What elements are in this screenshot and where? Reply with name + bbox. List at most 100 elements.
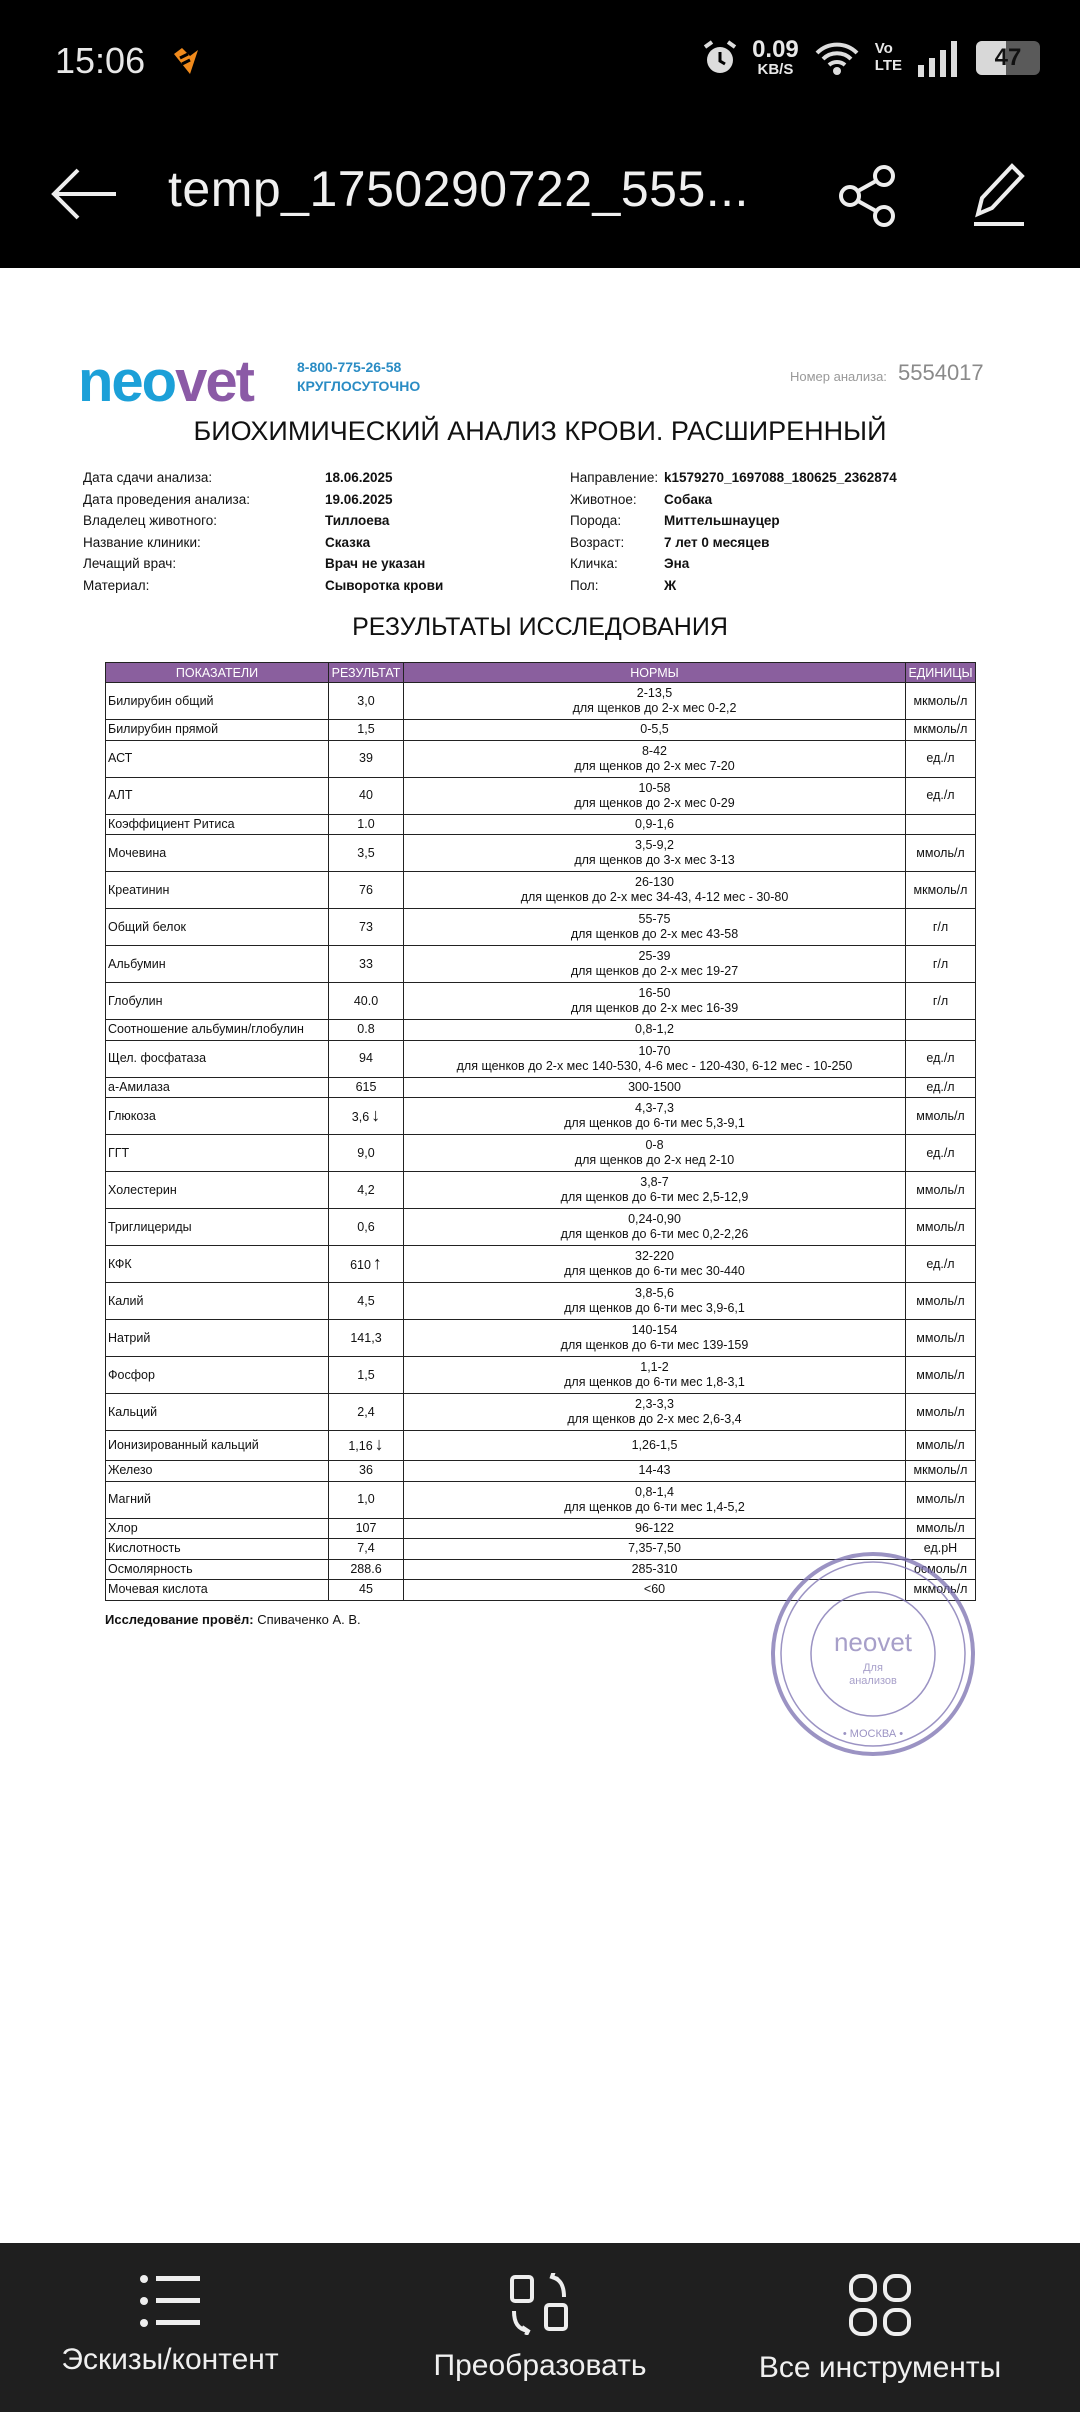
list-icon	[140, 2275, 200, 2327]
unit-cell: ммоль/л	[905, 1430, 976, 1461]
norm-value: 3,8-7	[640, 1175, 669, 1189]
result-cell: 94	[328, 1039, 404, 1078]
parameter-name: АЛТ	[105, 776, 329, 815]
result-value: 141,3	[350, 1330, 382, 1345]
battery-indicator: 47	[976, 40, 1040, 75]
norm-puppy: для щенков до 3-х мес 3-13	[574, 853, 735, 867]
info-value: Миттельшнауцер	[664, 513, 780, 528]
result-cell: 40	[328, 776, 404, 815]
result-value: 1,16	[348, 1439, 373, 1453]
info-value: Эна	[664, 556, 690, 571]
result-cell: 1,0	[328, 1480, 404, 1519]
back-arrow-icon[interactable]	[50, 166, 118, 222]
norm-cell: 3,8-5,6 для щенков до 6-ти мес 3,9-6,1	[403, 1282, 906, 1320]
result-value: 40.0	[353, 993, 379, 1008]
edit-pencil-icon[interactable]	[968, 160, 1028, 228]
result-cell: 1,5	[328, 1356, 404, 1394]
parameter-name: Осмолярность	[105, 1558, 329, 1580]
norm-cell: 0,8-1,2	[403, 1019, 906, 1041]
result-value: 2,4	[357, 1404, 375, 1419]
clinic-stamp: neovet Для анализов • МОСКВА •	[771, 1552, 975, 1756]
parameter-name: Кислотность	[105, 1538, 329, 1560]
all-tools-button[interactable]: Все инструменты	[740, 2243, 1020, 2412]
unit-cell: ед.pH	[905, 1538, 976, 1560]
norm-cell: 10-58 для щенков до 2-х мес 0-29	[403, 776, 906, 815]
info-label: Порода:	[570, 513, 622, 528]
norm-value: 16-50	[638, 986, 671, 1000]
info-value: 19.06.2025	[325, 492, 393, 507]
table-row: ГГТ 9,0 0-8 для щенков до 2-х нед 2-10 ед./л	[105, 1134, 976, 1172]
info-label: Лечащий врач:	[83, 556, 177, 571]
norm-cell: 14-43	[403, 1460, 906, 1482]
info-value: 18.06.2025	[325, 470, 393, 485]
result-cell: 9,0	[328, 1134, 404, 1172]
grid-icon	[849, 2274, 911, 2336]
result-cell: 0.8	[328, 1019, 404, 1041]
svg-text:Для: Для	[863, 1662, 883, 1674]
norm-cell: 32-220 для щенков до 6-ти мес 30-440	[403, 1245, 906, 1283]
conducted-by: Исследование провёл: Спиваченко А. В.	[105, 1612, 361, 1627]
unit-cell: мкмоль/л	[905, 719, 976, 741]
conducted-label: Исследование провёл:	[105, 1612, 254, 1627]
result-value: 1,0	[357, 1492, 375, 1506]
result-cell: 1.0	[328, 813, 404, 835]
result-cell: 45	[328, 1579, 404, 1601]
info-value: 7 лет 0 месяцев	[664, 535, 770, 550]
result-cell: 3,6 ↓	[328, 1097, 404, 1135]
table-row: Натрий 141,3 140-154 для щенков до 6-ти мес…	[105, 1319, 976, 1357]
result-value: 76	[359, 882, 373, 897]
unit-cell: г/л	[905, 982, 976, 1020]
info-value: k1579270_1697088_180625_2362874	[664, 470, 897, 485]
table-row: Мочевина 3,5 3,5-9,2 для щенков до 3-х мес …	[105, 834, 976, 872]
share-icon[interactable]	[836, 164, 900, 228]
norm-puppy: для щенков до 6-ти мес 2,5-12,9	[560, 1190, 749, 1204]
signal-icon	[918, 40, 957, 77]
norm-puppy: для щенков до 6-ти мес 1,8-3,1	[564, 1375, 745, 1389]
result-cell: 288.6	[328, 1558, 404, 1580]
result-cell: 39	[328, 739, 404, 778]
result-cell: 76	[328, 871, 404, 909]
info-value: Врач не указан	[325, 556, 426, 571]
norm-puppy: для щенков до 2-х мес 16-39	[570, 1001, 739, 1015]
norm-value: 3,5-9,2	[635, 838, 674, 852]
result-cell: 2,4	[328, 1393, 404, 1431]
convert-button[interactable]: Преобразовать	[425, 2243, 655, 2412]
parameter-name: АСТ	[105, 739, 329, 778]
table-row: АЛТ 40 10-58 для щенков до 2-х мес 0-29 ед./…	[105, 776, 976, 815]
result-value: 1,5	[357, 722, 375, 737]
norm-cell: 0,8-1,4 для щенков до 6-ти мес 1,4-5,2	[403, 1480, 906, 1519]
unit-cell: мкмоль/л	[905, 871, 976, 909]
info-label: Направление:	[570, 470, 659, 485]
norm-cell: 1,1-2 для щенков до 6-ти мес 1,8-3,1	[403, 1356, 906, 1394]
norm-value: 140-154	[631, 1323, 678, 1337]
unit-cell: ед./л	[905, 1076, 976, 1098]
info-label: Название клиники:	[83, 535, 201, 550]
unit-cell: ед./л	[905, 1134, 976, 1172]
document-page: neovet 8-800-775-26-58 КРУГЛОСУТОЧНО Номе…	[0, 268, 1080, 2243]
table-row: Калий 4,5 3,8-5,6 для щенков до 6-ти мес 3,…	[105, 1282, 976, 1320]
result-value: 288.6	[350, 1561, 382, 1576]
norm-value: 2,3-3,3	[635, 1397, 674, 1411]
table-row: Щел. фосфатаза 94 10-70 для щенков до 2-х м…	[105, 1039, 976, 1078]
norm-value: 285-310	[631, 1561, 678, 1576]
result-cell: 1,5	[328, 719, 404, 741]
parameter-name: Триглицериды	[105, 1208, 329, 1246]
column-header: ПОКАЗАТЕЛИ	[105, 662, 329, 683]
table-row: Холестерин 4,2 3,8-7 для щенков до 6-ти мес…	[105, 1171, 976, 1209]
norm-value: 7,35-7,50	[628, 1541, 681, 1556]
norm-cell: 8-42 для щенков до 2-х мес 7-20	[403, 739, 906, 778]
norm-value: 3,8-5,6	[635, 1286, 674, 1300]
result-value: 615	[355, 1079, 377, 1094]
parameter-name: Щел. фосфатаза	[105, 1039, 329, 1078]
thumbnails-content-button[interactable]: Эскизы/контент	[60, 2243, 280, 2412]
report-title: БИОХИМИЧЕСКИЙ АНАЛИЗ КРОВИ. РАСШИРЕННЫЙ	[193, 416, 887, 446]
norm-value: 0,8-1,4	[635, 1484, 674, 1499]
result-cell: 4,5	[328, 1282, 404, 1320]
info-label: Материал:	[83, 578, 150, 593]
result-value: 7,4	[357, 1541, 375, 1556]
result-value: 0.8	[357, 1022, 375, 1037]
norm-value: 1,26-1,5	[631, 1438, 678, 1452]
norm-cell: 4,3-7,3 для щенков до 6-ти мес 5,3-9,1	[403, 1097, 906, 1135]
norm-cell: 1,26-1,5	[403, 1430, 906, 1461]
norm-value: 2-13,5	[636, 686, 673, 700]
